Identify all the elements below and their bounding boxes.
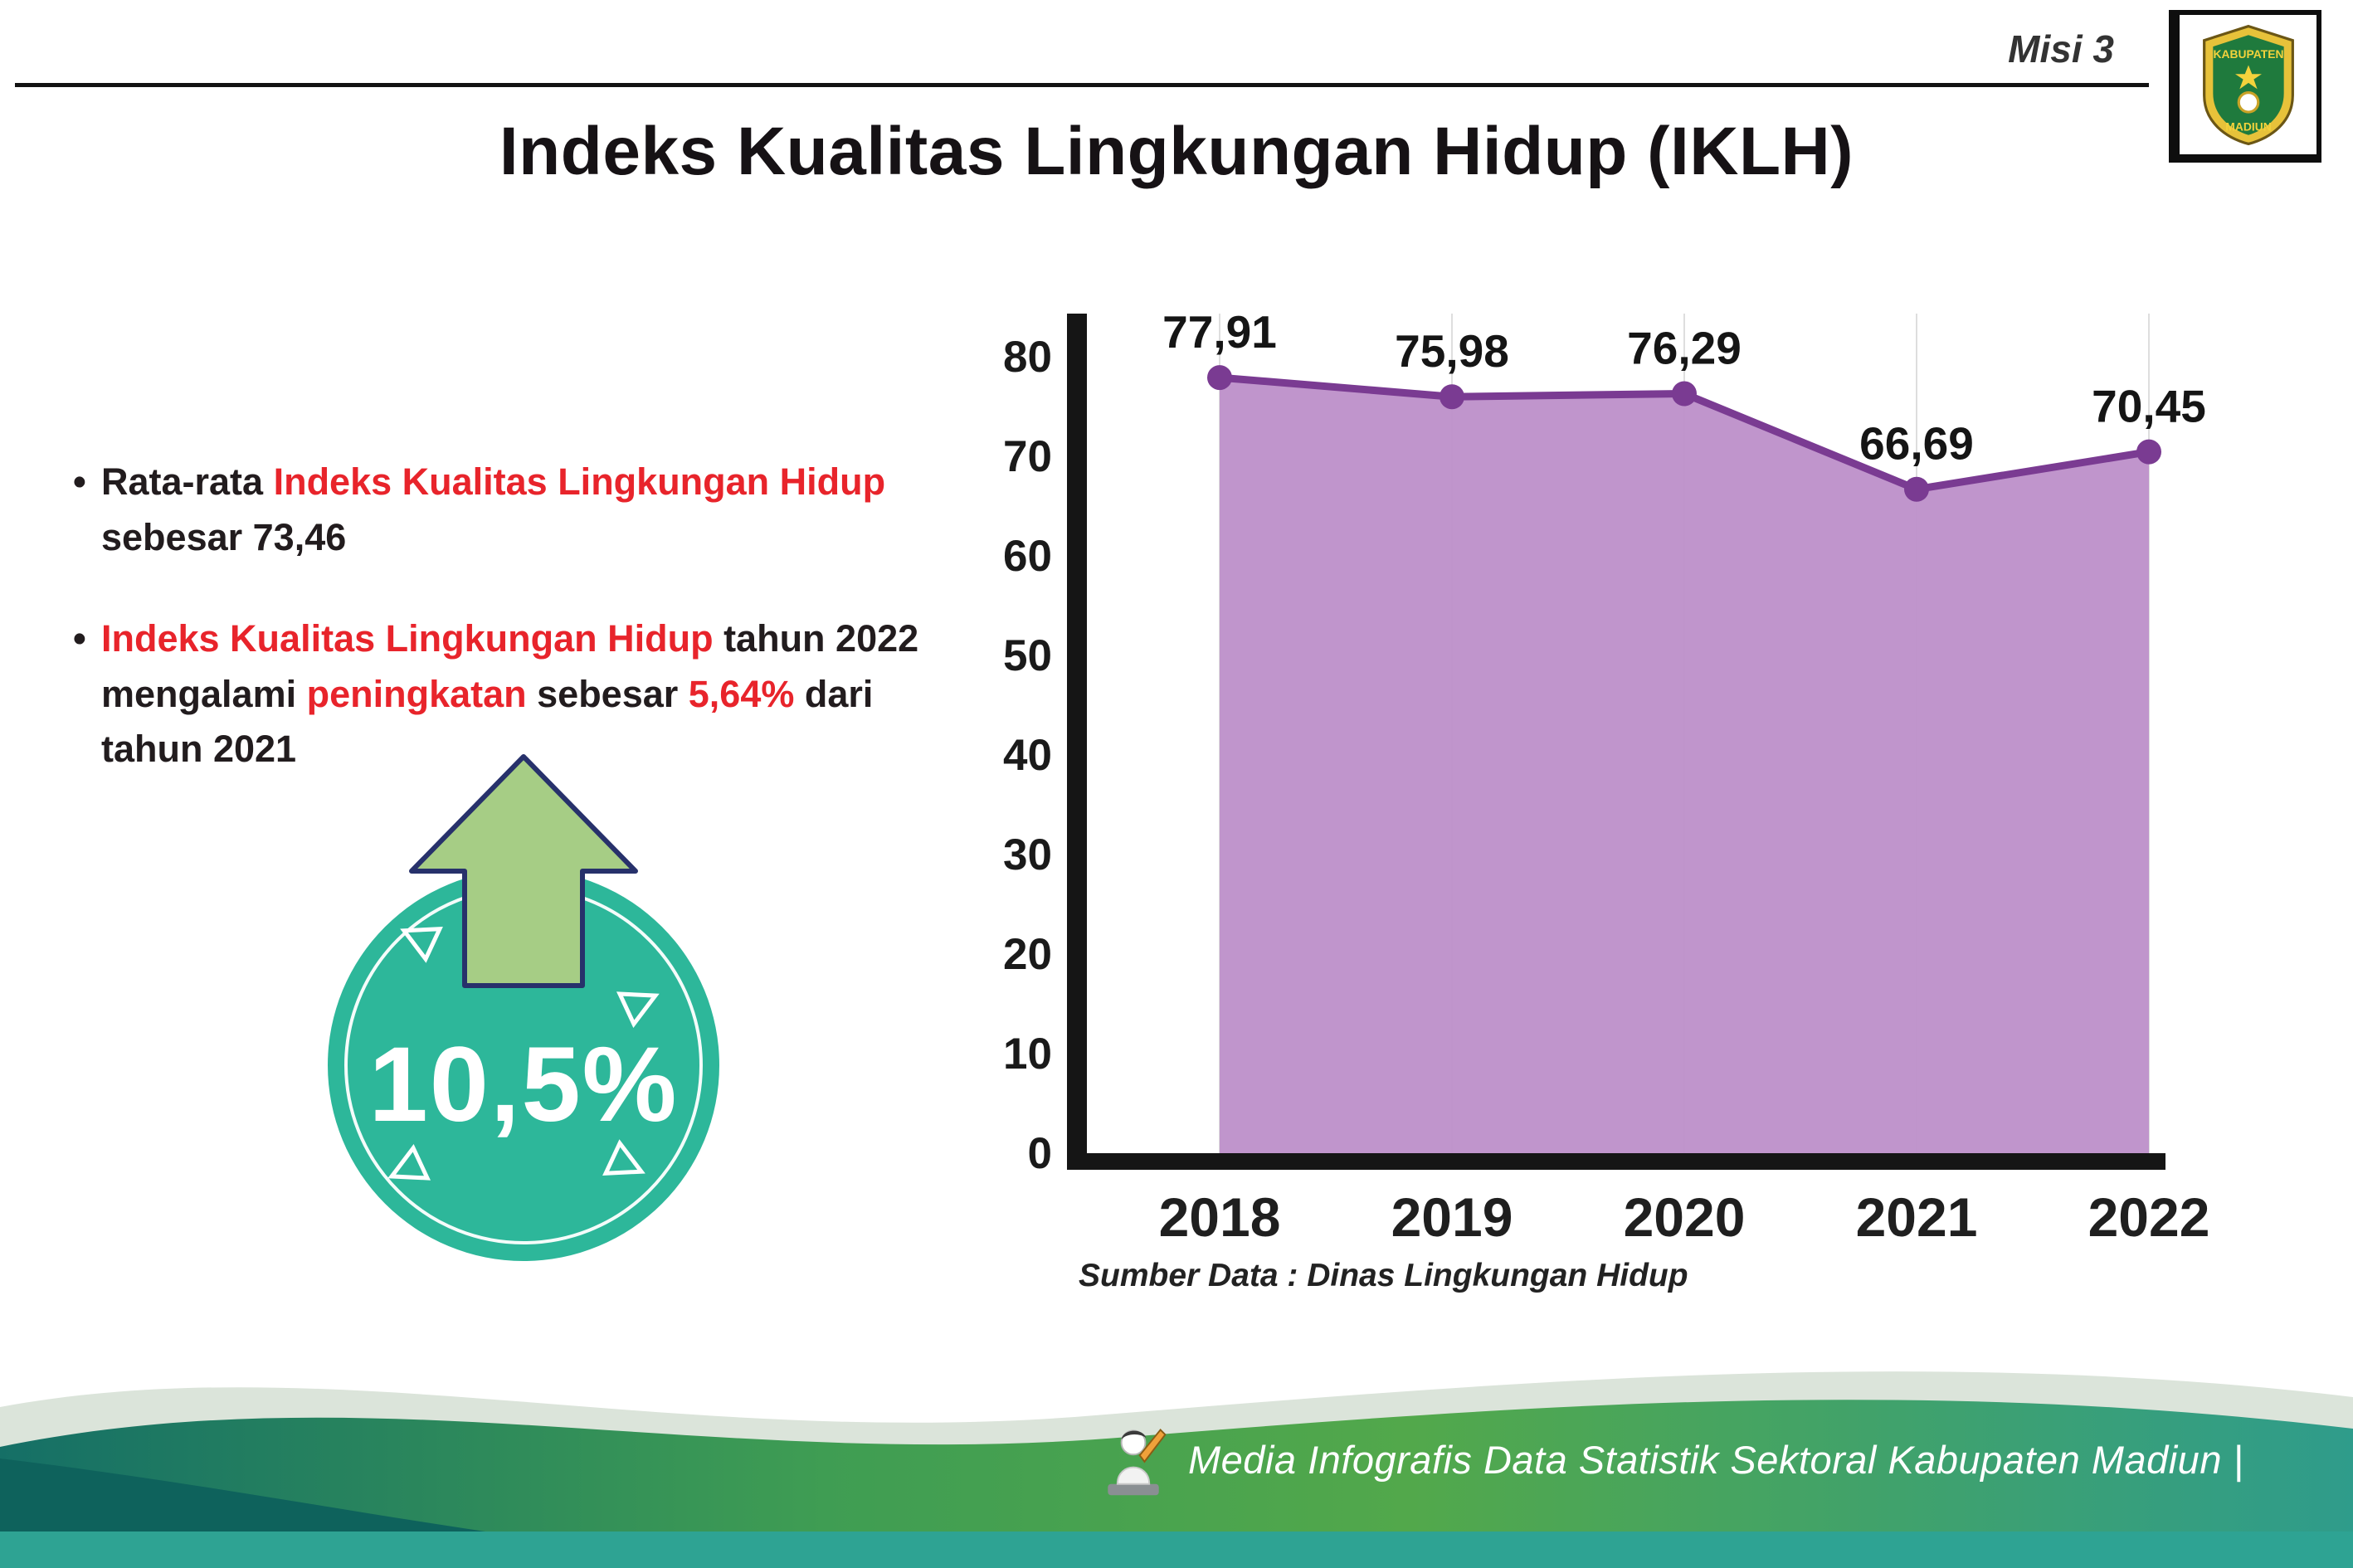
bullet-text-segment: Rata-rata [101,460,274,503]
bullet-dot: • [73,617,86,660]
bullet-text-segment: sebesar 73,46 [101,515,347,558]
iklh-chart-svg: 0 10 20 30 40 50 60 70 80 2018 2019 2020 2021 2022 77,… [1003,306,2210,1248]
bullet-list: • Rata-rata Indeks Kualitas Lingkungan Hi… [73,455,972,824]
value-label: 75,98 [1395,325,1509,377]
footer-wave [0,1371,2353,1568]
mascot-body [1116,1466,1151,1485]
footer-text: Media Infografis Data Statistik Sektoral… [1188,1437,2244,1482]
crest-star-icon [2234,65,2262,90]
crest-bottom-text: MADIUN [2225,119,2271,133]
crest-top-text: KABUPATEN [2213,47,2283,61]
x-tick-label: 2020 [1624,1186,1746,1248]
y-tick-label: 10 [1003,1030,1052,1079]
x-tick-label: 2021 [1856,1186,1978,1248]
value-label: 70,45 [2092,381,2206,432]
badge-triangle-icon [387,1143,431,1181]
bullet-text-segment: sebesar [526,672,689,715]
value-label: 76,29 [1627,323,1742,374]
up-arrow-shape [409,754,638,988]
iklh-chart: 0 10 20 30 40 50 60 70 80 2018 2019 2020 2021 2022 77,… [962,282,2224,1344]
x-tick-label: 2022 [2088,1186,2210,1248]
bullet-text-segment: Indeks Kualitas Lingkungan Hidup [273,460,886,503]
data-point [1440,384,1464,410]
crest-inner-shield [2212,35,2284,135]
x-axis [1067,1153,2165,1170]
mascot-hair [1121,1430,1147,1439]
badge-triangle-icon [602,1139,645,1176]
y-tick-label: 30 [1003,830,1052,879]
mascot-desk [1108,1483,1159,1496]
bullet-dot: • [73,460,86,503]
y-tick-label: 70 [1003,432,1052,481]
mascot-pencil [1138,1429,1167,1463]
data-point [2136,439,2161,465]
up-arrow-icon [409,754,638,988]
y-axis [1067,314,1087,1170]
x-tick-label: 2018 [1159,1186,1281,1248]
misi-label: Misi 3 [2008,27,2114,71]
y-tick-label: 50 [1003,631,1052,680]
wave-green [0,1400,2353,1568]
footer: Media Infografis Data Statistik Sektoral… [1094,1415,2243,1503]
page-title: Indeks Kualitas Lingkungan Hidup (IKLH) [499,114,1854,189]
y-tick-label: 40 [1003,731,1052,780]
badge-triangle-icon [400,927,443,963]
badge-triangles [387,927,660,1181]
value-label: 66,69 [1859,418,1974,470]
header-rule [15,83,2149,87]
y-tick-label: 80 [1003,333,1052,382]
kabupaten-madiun-crest-icon: KABUPATEN MADIUN [2202,24,2294,146]
badge-value: 10,5% [368,1025,679,1144]
mascot-head [1120,1429,1147,1456]
chart-source: Sumber Data : Dinas Lingkungan Hidup [1079,1258,1688,1293]
bullet-text-segment: dari tahun 2021 [101,672,874,771]
crest-center-disc [2237,91,2259,114]
bullet-item: • Rata-rata Indeks Kualitas Lingkungan Hi… [73,455,972,565]
bullet-text-segment: tahun 2022 mengalami [101,617,919,715]
kabupaten-madiun-logo: KABUPATEN MADIUN [2169,10,2321,163]
bullet-text-segment: 5,64% [688,672,795,715]
area-fill [1220,377,2149,1153]
badge-triangle-icon [616,991,660,1029]
writer-mascot-icon [1108,1429,1167,1496]
y-tick-label: 60 [1003,532,1052,581]
bullet-text-segment: Indeks Kualitas Lingkungan Hidup [101,617,714,660]
bullet-text-segment: peningkatan [306,672,527,715]
data-point [1672,381,1697,407]
y-tick-label: 0 [1028,1129,1052,1178]
y-tick-label: 20 [1003,930,1052,979]
data-point [1904,476,1929,502]
data-point [1207,365,1232,391]
wave-bottom-strip [0,1531,2353,1568]
value-label: 77,91 [1162,306,1277,358]
x-tick-label: 2019 [1391,1186,1513,1248]
bullet-item: • Indeks Kualitas Lingkungan Hidup tahun … [73,611,972,777]
